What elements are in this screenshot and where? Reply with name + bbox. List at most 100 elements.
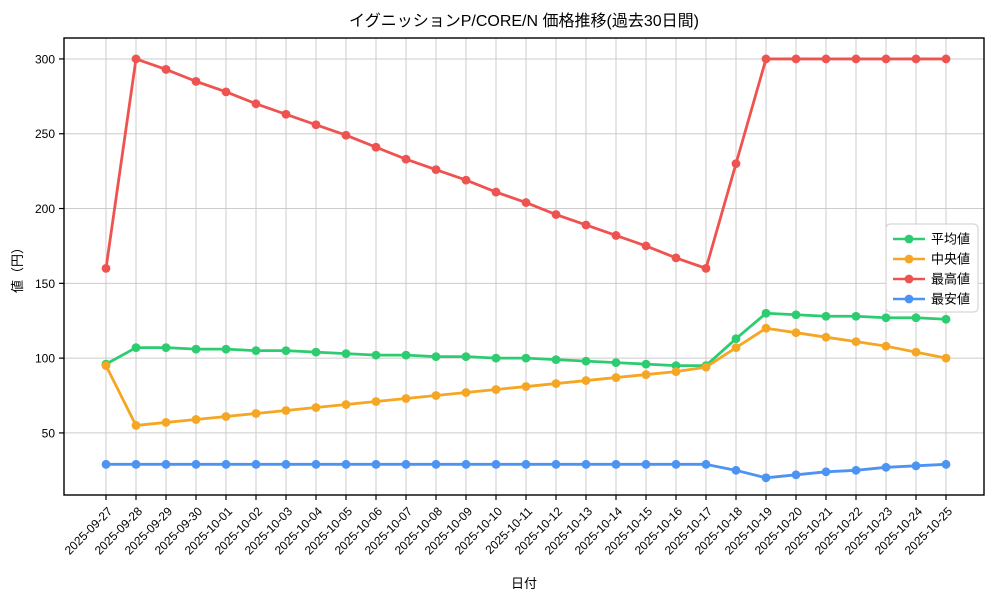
data-point [611, 231, 621, 240]
data-point [401, 350, 411, 360]
data-point [311, 459, 321, 469]
legend-box [885, 223, 979, 313]
data-point [821, 311, 831, 321]
data-point [341, 400, 351, 409]
data-point [581, 376, 591, 385]
legend-marker-max [904, 274, 914, 284]
data-point [221, 344, 231, 354]
data-point [581, 459, 591, 469]
data-point [731, 343, 741, 353]
data-point [251, 459, 261, 469]
y-tick-label: 200 [35, 202, 55, 216]
data-point [431, 165, 441, 175]
data-point [611, 459, 621, 469]
data-point [941, 353, 951, 363]
y-axis-label: 値（円） [10, 241, 25, 293]
data-point [881, 54, 891, 64]
data-point [521, 382, 531, 391]
plot-border [63, 37, 985, 496]
data-point [551, 459, 561, 469]
data-point [491, 385, 501, 394]
y-tick-label: 300 [35, 52, 55, 66]
data-point [461, 352, 471, 362]
data-point [881, 313, 891, 323]
legend-label-average: 平均値 [931, 232, 970, 247]
data-point [731, 159, 741, 169]
data-point [161, 343, 171, 353]
data-point [311, 403, 321, 412]
data-point [641, 359, 651, 369]
data-point [161, 418, 171, 427]
data-point [401, 459, 411, 469]
data-point [371, 397, 381, 406]
legend-marker-min [904, 294, 914, 304]
data-point [191, 76, 201, 86]
data-point [941, 459, 951, 469]
data-point [341, 459, 351, 469]
data-point [461, 388, 471, 397]
data-point [701, 459, 711, 469]
data-point [191, 344, 201, 354]
data-point [311, 347, 321, 357]
data-point [521, 198, 531, 207]
data-point [611, 373, 621, 382]
data-point [461, 175, 471, 185]
data-point [581, 220, 591, 230]
y-tick-label: 150 [35, 277, 55, 291]
data-point [251, 409, 261, 418]
y-tick-label: 50 [42, 426, 56, 440]
data-point [791, 54, 801, 64]
data-point [221, 412, 231, 421]
data-point [911, 461, 921, 471]
data-point [131, 343, 141, 353]
data-point [641, 459, 651, 469]
data-point [671, 253, 681, 263]
data-point [371, 350, 381, 360]
data-point [911, 313, 921, 323]
data-point [881, 341, 891, 351]
legend-label-median: 中央値 [931, 252, 970, 267]
data-point [131, 421, 141, 430]
data-point [671, 459, 681, 469]
chart-title: イグニッションP/CORE/N 価格推移(過去30日間) [349, 12, 699, 30]
data-point [701, 263, 711, 273]
data-point [401, 154, 411, 164]
data-point [791, 328, 801, 338]
series-layer [101, 54, 951, 483]
data-point [581, 356, 591, 366]
data-point [851, 337, 861, 347]
data-point [101, 459, 111, 469]
y-tick-label: 100 [35, 352, 55, 366]
y-tick-label: 250 [35, 127, 55, 141]
data-point [251, 99, 261, 109]
data-point [611, 358, 621, 368]
data-point [431, 352, 441, 362]
data-point [131, 459, 141, 469]
data-point [491, 187, 501, 197]
data-point [371, 459, 381, 469]
x-axis-label: 日付 [511, 576, 537, 591]
data-point [941, 314, 951, 324]
data-point [251, 346, 261, 356]
legend-label-min: 最安値 [931, 292, 970, 307]
data-point [101, 263, 111, 273]
data-point [281, 109, 291, 119]
data-point [791, 310, 801, 320]
data-point [281, 346, 291, 356]
data-point [851, 465, 861, 475]
data-point [911, 347, 921, 357]
data-point [731, 334, 741, 344]
legend-label-max: 最高値 [931, 272, 970, 287]
data-point [221, 459, 231, 469]
data-point [461, 459, 471, 469]
data-point [431, 459, 441, 469]
data-point [641, 241, 651, 251]
data-point [551, 210, 561, 219]
data-point [791, 470, 801, 480]
data-point [281, 406, 291, 415]
data-point [401, 394, 411, 403]
data-point [191, 415, 201, 424]
data-point [161, 459, 171, 469]
